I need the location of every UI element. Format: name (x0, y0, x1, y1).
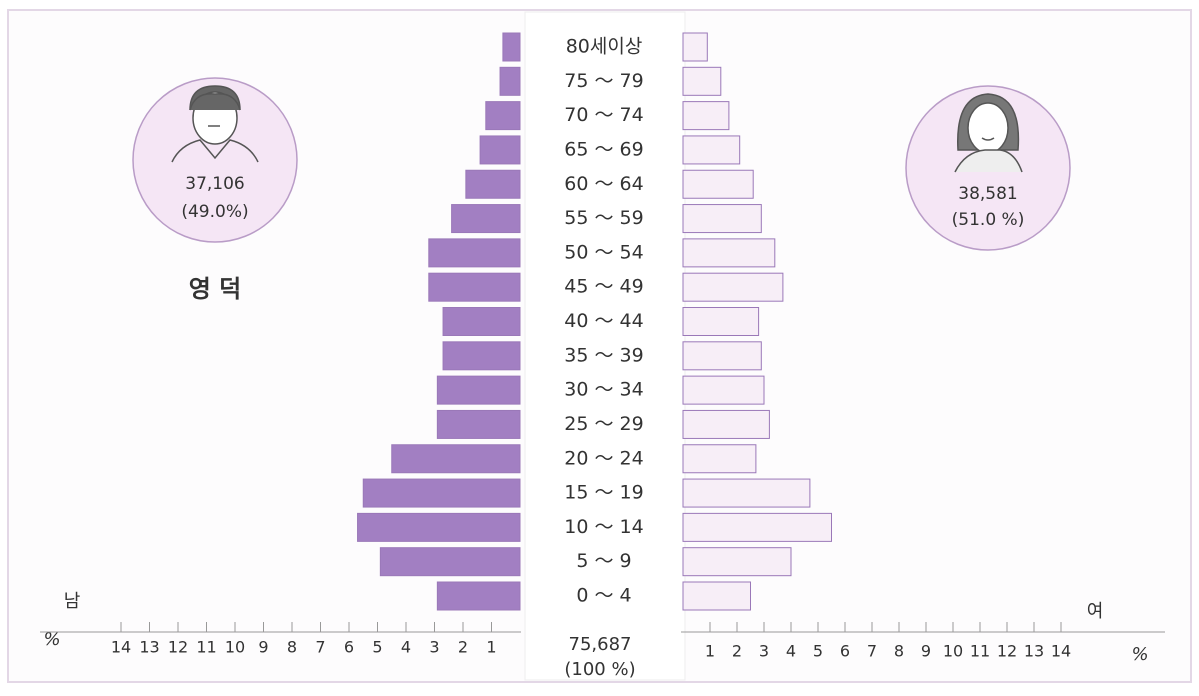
female-bar (682, 341, 762, 371)
male-share: (49.0%) (181, 202, 248, 222)
legend-male: 남 (64, 591, 81, 612)
x-tick-label: 9 (921, 642, 931, 661)
legend-female: 여 (1087, 601, 1104, 622)
age-label: 60 ～ 64 (564, 173, 643, 195)
age-label: 75 ～ 79 (564, 70, 643, 92)
x-tick-label: 8 (287, 638, 297, 657)
x-tick-label: 5 (372, 638, 382, 657)
female-bar (682, 169, 754, 199)
male-bar (362, 478, 521, 508)
female-total: 38,581 (958, 184, 1017, 204)
male-bar (502, 32, 521, 62)
x-tick-label: 4 (401, 638, 411, 657)
x-tick-label: 5 (813, 642, 823, 661)
female-bar (682, 101, 730, 131)
age-label: 15 ～ 19 (564, 482, 643, 504)
x-tick-label: 3 (759, 642, 769, 661)
female-bar (682, 581, 751, 611)
female-bar (682, 32, 708, 62)
x-tick-label: 6 (840, 642, 850, 661)
female-bar (682, 238, 776, 268)
x-tick-label: 14 (1051, 642, 1071, 661)
female-face (954, 93, 1023, 173)
x-tick-label: 11 (196, 638, 216, 657)
age-label: 35 ～ 39 (564, 344, 643, 366)
age-label: 70 ～ 74 (564, 104, 643, 126)
age-label: 65 ～ 69 (564, 138, 643, 160)
x-tick-label: 13 (139, 638, 159, 657)
x-tick-label: 10 (943, 642, 963, 661)
female-bar (682, 444, 757, 474)
x-tick-label: 4 (786, 642, 796, 661)
male-bar (451, 204, 521, 234)
age-label: 0 ～ 4 (576, 585, 631, 607)
x-unit: % (43, 629, 60, 650)
grand-total: 75,687 (569, 634, 632, 655)
female-bar (682, 204, 762, 234)
age-label: 25 ～ 29 (564, 413, 643, 435)
female-bar (682, 409, 770, 439)
x-tick-label: 8 (894, 642, 904, 661)
male-bar (428, 238, 521, 268)
x-tick-label: 7 (867, 642, 877, 661)
age-label: 10 ～ 14 (564, 516, 643, 538)
x-tick-label: 9 (258, 638, 268, 657)
female-bar (682, 512, 832, 542)
female-bar (682, 135, 741, 165)
male-bar (428, 272, 521, 302)
female-bar (682, 547, 792, 577)
x-tick-label: 2 (732, 642, 742, 661)
region: 영 덕 (189, 275, 242, 303)
male-bar (442, 341, 521, 371)
x-tick-label: 13 (1024, 642, 1044, 661)
x-tick-label: 6 (344, 638, 354, 657)
male-face (171, 85, 259, 163)
male-total: 37,106 (185, 174, 244, 194)
male-bar (499, 66, 521, 96)
male-bar (379, 547, 521, 577)
x-tick-label: 1 (705, 642, 715, 661)
male-circle (132, 77, 298, 243)
male-bar (442, 307, 521, 336)
age-label: 80세이상 (566, 36, 643, 58)
center-column (524, 11, 686, 681)
x-unit: % (1131, 644, 1148, 665)
x-tick-label: 12 (997, 642, 1017, 661)
x-tick-label: 10 (225, 638, 245, 657)
x-tick-label: 14 (111, 638, 131, 657)
female-bar (682, 272, 784, 302)
female-bar (682, 375, 765, 405)
female-bar (682, 307, 760, 336)
male-bar (436, 581, 521, 611)
age-label: 20 ～ 24 (564, 447, 643, 469)
x-tick-label: 2 (458, 638, 468, 657)
female-bar (682, 66, 722, 96)
female-bar (682, 478, 811, 508)
male-bar (391, 444, 521, 474)
age-label: 55 ～ 59 (564, 207, 643, 229)
male-bar (465, 169, 521, 199)
female-share: (51.0 %) (952, 210, 1025, 230)
male-bar (357, 512, 521, 542)
x-tick-label: 12 (168, 638, 188, 657)
male-bar (485, 101, 521, 131)
male-bar (479, 135, 521, 165)
x-tick-label: 11 (970, 642, 990, 661)
x-tick-label: 1 (486, 638, 496, 657)
grand-share: (100 %) (564, 659, 635, 680)
x-tick-label: 7 (315, 638, 325, 657)
x-tick-label: 3 (429, 638, 439, 657)
age-label: 40 ～ 44 (564, 310, 643, 332)
male-bar (436, 409, 521, 439)
age-label: 30 ～ 34 (564, 379, 643, 401)
age-label: 45 ～ 49 (564, 276, 643, 298)
age-label: 50 ～ 54 (564, 241, 643, 263)
male-bar (436, 375, 521, 405)
age-label: 5 ～ 9 (576, 550, 631, 572)
